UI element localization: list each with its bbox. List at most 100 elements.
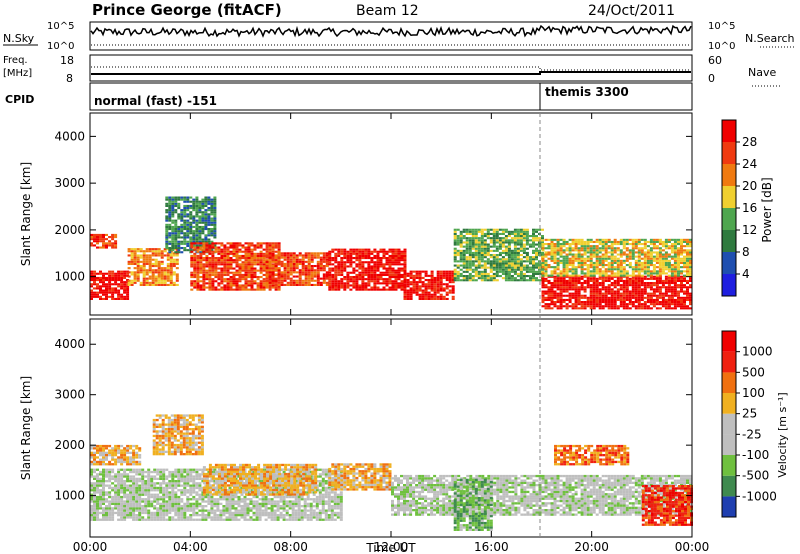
echo-cell (677, 275, 680, 278)
echo-cell (498, 258, 502, 261)
echo-cell (373, 282, 377, 285)
echo-cell (361, 273, 365, 276)
echo-cell (471, 270, 475, 273)
echo-cell (433, 293, 437, 296)
echo-cell (174, 518, 178, 521)
echo-cell (322, 281, 326, 284)
echo-cell (136, 279, 140, 282)
echo-cell (271, 284, 275, 287)
echo-cell (186, 204, 190, 207)
echo-cell (193, 242, 197, 245)
echo-cell (474, 268, 478, 271)
echo-cell (480, 228, 484, 231)
echo-cell (196, 267, 200, 270)
echo-cell (418, 270, 422, 273)
echo-cell (634, 268, 638, 271)
echo-cell (277, 286, 281, 289)
echo-cell (325, 275, 329, 278)
echo-cell (298, 283, 302, 286)
echo-cell (202, 242, 206, 245)
echo-cell (667, 282, 671, 285)
echo-cell (283, 258, 287, 261)
echo-cell (331, 269, 335, 272)
echo-cell (532, 243, 535, 246)
echo-cell (583, 282, 587, 285)
echo-cell (162, 518, 166, 521)
echo-cell (689, 261, 692, 264)
echo-cell (117, 289, 121, 292)
echo-cell (631, 279, 635, 282)
echo-cell (229, 259, 233, 262)
echo-cell (93, 495, 96, 499)
echo-cell (189, 221, 193, 224)
echo-cell (504, 258, 508, 261)
echo-cell (622, 270, 626, 273)
echo-cell (90, 293, 93, 296)
echo-cell (147, 518, 151, 521)
echo-cell (280, 265, 284, 268)
echo-cell (130, 283, 134, 286)
echo-cell (445, 297, 449, 300)
echo-cell (465, 247, 469, 250)
echo-cell (686, 266, 689, 269)
echo-cell (501, 251, 505, 254)
echo-cell (519, 262, 523, 265)
echo-cell (625, 298, 629, 301)
echo-cell (120, 491, 124, 494)
echo-cell (616, 272, 620, 275)
echo-cell (559, 253, 563, 256)
echo-cell (153, 514, 157, 517)
echo-cell (382, 254, 386, 257)
echo-cell (459, 254, 463, 257)
echo-cell (217, 263, 221, 266)
echo-cell (193, 263, 197, 266)
echo-cell (295, 283, 299, 286)
echo-cell (117, 295, 121, 298)
echo-cell (516, 279, 520, 282)
echo-cell (598, 290, 602, 293)
echo-cell (174, 495, 178, 499)
echo-cell (271, 256, 275, 259)
echo-cell (313, 271, 317, 274)
echo-cell (199, 261, 203, 264)
echo-cell (114, 279, 118, 282)
echo-cell (439, 293, 443, 296)
echo-cell (241, 244, 245, 247)
echo-cell (562, 257, 566, 260)
echo-cell (304, 256, 308, 259)
echo-cell (625, 238, 629, 241)
echo-cell (180, 215, 184, 218)
echo-cell (132, 500, 136, 503)
echo-cell (328, 282, 332, 285)
echo-cell (376, 259, 380, 262)
echo-cell (117, 514, 121, 517)
echo-cell (631, 272, 635, 275)
echo-cell (519, 275, 523, 278)
echo-cell (148, 277, 152, 280)
echo-cell (168, 225, 172, 228)
echo-cell (304, 271, 308, 274)
echo-cell (211, 250, 215, 253)
echo-cell (310, 252, 314, 255)
echo-cell (159, 518, 163, 521)
echo-cell (190, 259, 194, 262)
echo-cell (412, 289, 416, 292)
echo-cell (544, 243, 548, 246)
echo-cell (486, 245, 490, 248)
echo-cell (631, 303, 635, 306)
echo-cell (160, 275, 164, 278)
echo-cell (102, 289, 105, 292)
echo-cell (689, 243, 692, 246)
echo-cell (259, 261, 263, 264)
echo-cell (522, 235, 526, 238)
echo-cell (213, 211, 217, 214)
echo-cell (580, 303, 584, 306)
echo-cell (541, 239, 544, 242)
echo-cell (643, 264, 647, 267)
echo-cell (96, 498, 99, 501)
echo-cell (196, 278, 200, 281)
echo-cell (442, 295, 446, 298)
echo-cell (286, 273, 290, 276)
echo-cell (498, 228, 502, 231)
echo-cell (159, 468, 163, 471)
